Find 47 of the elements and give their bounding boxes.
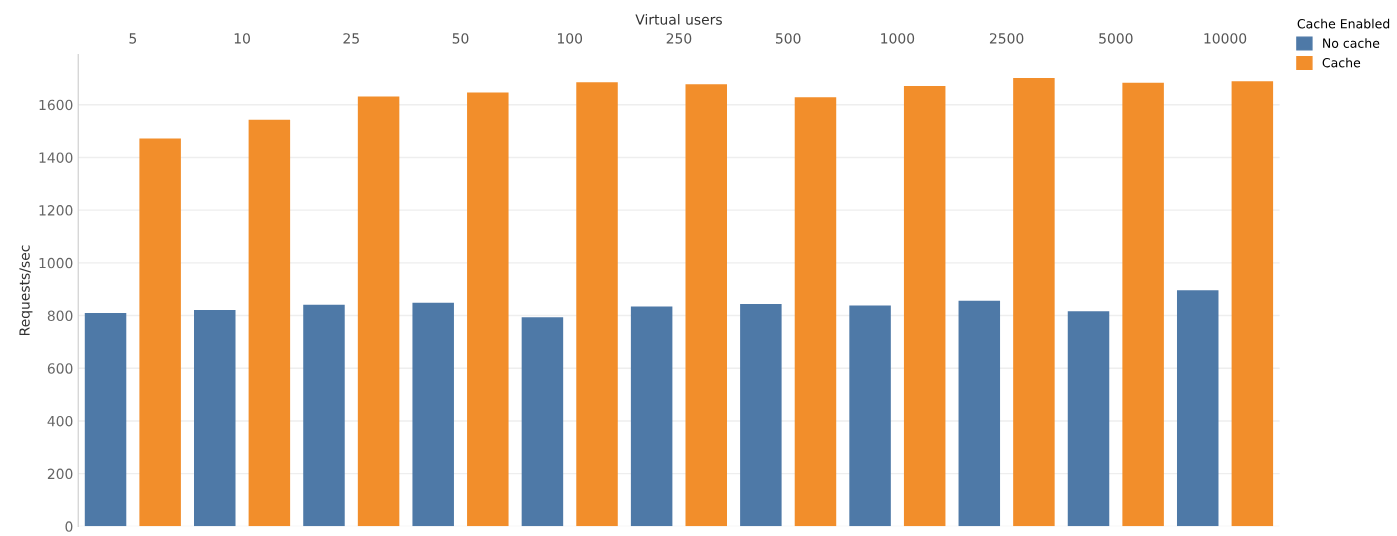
y-tick-label: 0 — [65, 521, 73, 532]
x-tick-label: 50 — [452, 33, 469, 44]
bar — [1013, 78, 1055, 527]
x-tick-label: 2500 — [989, 33, 1024, 44]
bar — [357, 96, 400, 527]
bar — [1122, 82, 1164, 527]
bar — [248, 119, 291, 527]
y-tick-label: 200 — [47, 468, 73, 480]
y-tick-label: 1000 — [39, 257, 73, 269]
x-tick-label: 1000 — [881, 33, 915, 44]
bar — [685, 84, 727, 527]
bar — [794, 97, 837, 527]
y-axis-title: Requests/sec — [19, 245, 33, 336]
bar — [412, 302, 454, 527]
legend-title: Cache Enabled — [1297, 18, 1390, 29]
bar — [194, 310, 236, 527]
bar — [740, 303, 782, 527]
x-tick-label: 10 — [234, 33, 250, 44]
bar — [630, 306, 673, 527]
x-tick-label: 5000 — [1099, 33, 1133, 44]
legend-label: No cache — [1323, 38, 1380, 48]
y-tick-label: 400 — [47, 415, 73, 427]
y-tick-label: 1200 — [39, 205, 73, 216]
x-tick-label: 500 — [775, 33, 801, 44]
x-tick-label: 10000 — [1204, 33, 1247, 44]
x-tick-label: 5 — [129, 33, 137, 44]
bar — [903, 86, 946, 527]
bar — [303, 304, 345, 527]
x-tick-label: 100 — [557, 33, 583, 44]
bar — [1176, 290, 1219, 527]
bar — [1067, 311, 1110, 527]
bar — [521, 317, 564, 527]
bar — [84, 312, 127, 527]
y-tick-label: 600 — [47, 363, 73, 374]
bar — [139, 138, 181, 527]
bar — [467, 92, 509, 527]
legend-label: Cache — [1322, 57, 1361, 68]
y-tick-label: 1400 — [39, 152, 73, 163]
x-axis-title: Virtual users — [635, 14, 722, 25]
x-tick-label: 25 — [343, 33, 359, 44]
bar — [1231, 81, 1274, 527]
y-tick-label: 800 — [47, 310, 73, 322]
x-tick-label: 250 — [666, 33, 692, 44]
bar — [576, 82, 618, 527]
bar — [958, 300, 1001, 527]
bar — [849, 305, 891, 527]
y-tick-label: 1600 — [39, 99, 73, 111]
